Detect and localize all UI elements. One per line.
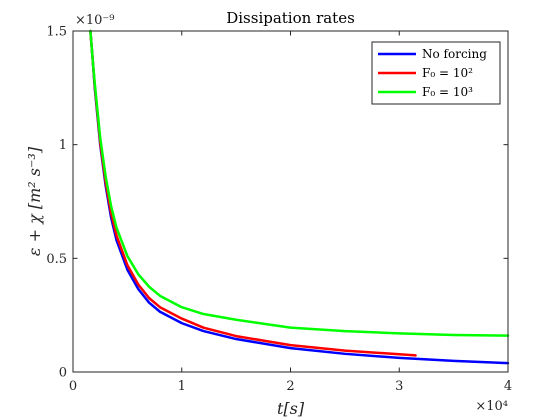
chart-title: Dissipation rates bbox=[226, 9, 355, 27]
y-axis-label: ε + χ [m² s⁻³] bbox=[25, 146, 44, 256]
y-tick-label: 1.5 bbox=[46, 25, 67, 40]
x-tick-label: 2 bbox=[286, 379, 294, 394]
y-tick-label: 0.5 bbox=[46, 252, 67, 267]
legend-label-1: F₀ = 10² bbox=[422, 66, 473, 80]
legend-label-2: F₀ = 10³ bbox=[422, 85, 473, 99]
x-axis-label: t[s] bbox=[277, 399, 305, 418]
y-exponent-label: ×10⁻⁹ bbox=[75, 13, 115, 28]
x-tick-label: 4 bbox=[504, 379, 512, 394]
legend-label-0: No forcing bbox=[422, 47, 487, 61]
y-tick-label: 0 bbox=[59, 366, 67, 381]
x-tick-label: 3 bbox=[395, 379, 403, 394]
x-tick-label: 0 bbox=[69, 379, 77, 394]
x-exponent-label: ×10⁴ bbox=[475, 399, 508, 414]
legend: No forcing F₀ = 10² F₀ = 10³ bbox=[372, 42, 500, 104]
y-tick-label: 1 bbox=[59, 138, 67, 153]
x-tick-label: 1 bbox=[178, 379, 186, 394]
